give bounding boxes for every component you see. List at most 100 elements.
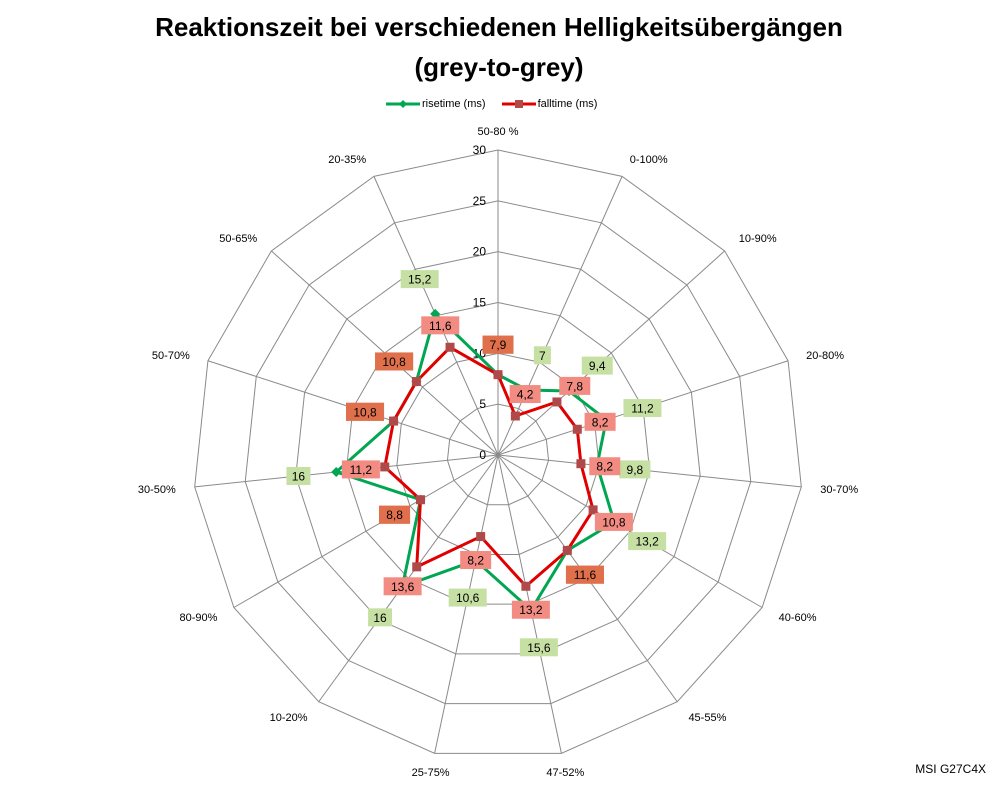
risetime-data-label-bg xyxy=(623,399,662,418)
grid-ring xyxy=(244,200,752,705)
grid-spoke xyxy=(497,250,725,456)
category-label: 30-50% xyxy=(138,484,176,496)
legend-swatch-falltime xyxy=(501,100,536,108)
chart-title-line2: (grey-to-grey) xyxy=(414,52,584,82)
category-label: 47-52% xyxy=(546,767,584,779)
falltime-data-label-bg xyxy=(375,352,414,371)
chart-legend: risetime (ms) falltime (ms) xyxy=(386,98,597,110)
risetime-data-label: 9,8 xyxy=(627,463,644,477)
legend-label-falltime: falltime (ms) xyxy=(537,98,598,110)
category-label: 50-80 % xyxy=(478,126,519,138)
falltime-marker xyxy=(552,397,562,407)
falltime-marker xyxy=(572,424,582,434)
falltime-data-label-bg xyxy=(421,316,460,335)
category-label: 20-80% xyxy=(806,350,844,362)
falltime-data-label: 11,2 xyxy=(350,463,373,477)
falltime-data-label-bg xyxy=(346,402,385,421)
risetime-data-label-bg xyxy=(368,608,393,627)
falltime-marker xyxy=(576,459,586,469)
radial-tick-label: 20 xyxy=(473,245,487,259)
grid-ring xyxy=(345,301,651,605)
falltime-data-label-bg xyxy=(460,551,492,570)
category-label: 50-70% xyxy=(152,350,190,362)
falltime-marker xyxy=(588,505,598,515)
category-label: 40-60% xyxy=(779,612,817,624)
risetime-data-label-bg xyxy=(448,588,487,607)
falltime-data-label-bg xyxy=(482,335,514,354)
falltime-marker xyxy=(412,562,422,572)
risetime-data-label: 15,6 xyxy=(527,641,551,655)
falltime-data-label-bg xyxy=(509,385,541,404)
category-label: 50-65% xyxy=(219,233,257,245)
risetime-data-label: 13,2 xyxy=(635,535,659,549)
model-watermark: MSI G27C4X xyxy=(915,762,986,776)
chart-title-line1: Reaktionszeit bei verschiedenen Helligke… xyxy=(155,12,843,42)
risetime-data-label: 16 xyxy=(373,611,387,625)
falltime-data-label: 10,8 xyxy=(602,515,626,529)
grid-ring xyxy=(295,251,701,655)
falltime-data-label: 7,8 xyxy=(566,379,583,393)
risetime-data-label: 10,6 xyxy=(456,591,480,605)
falltime-marker xyxy=(445,342,455,352)
category-label: 80-90% xyxy=(179,612,217,624)
category-label: 20-35% xyxy=(328,154,366,166)
falltime-data-label: 7,9 xyxy=(490,338,507,352)
risetime-data-label-bg xyxy=(628,532,667,551)
category-label: 45-55% xyxy=(688,712,726,724)
falltime-marker xyxy=(380,462,390,472)
risetime-data-label-bg xyxy=(286,466,311,485)
radial-tick-label: 25 xyxy=(473,194,487,208)
falltime-line xyxy=(383,345,595,588)
radial-tick-label: 30 xyxy=(473,143,487,157)
radial-tick-label: 15 xyxy=(473,296,487,310)
risetime-data-label: 15,2 xyxy=(408,273,432,287)
category-label: 30-70% xyxy=(820,484,858,496)
falltime-data-label-bg xyxy=(379,505,411,524)
falltime-data-label-bg xyxy=(511,600,550,619)
falltime-marker xyxy=(389,416,399,426)
falltime-data-label: 8,8 xyxy=(386,508,403,522)
risetime-data-label-bg xyxy=(619,460,651,479)
falltime-data-label-bg xyxy=(589,457,621,476)
falltime-data-label-bg xyxy=(594,512,633,531)
grid-ring xyxy=(446,403,550,506)
category-label: 10-20% xyxy=(270,712,308,724)
falltime-marker xyxy=(416,495,426,505)
risetime-data-label-bg xyxy=(581,356,613,375)
grid-spoke xyxy=(497,176,623,456)
falltime-data-label-bg xyxy=(565,565,604,584)
risetime-data-label-bg xyxy=(533,346,551,365)
falltime-data-label: 13,6 xyxy=(391,580,415,594)
falltime-marker xyxy=(493,370,503,380)
risetime-marker xyxy=(430,308,441,319)
falltime-marker xyxy=(510,411,520,421)
falltime-marker xyxy=(562,545,572,555)
falltime-marker xyxy=(476,532,486,542)
falltime-data-label: 10,8 xyxy=(382,355,406,369)
risetime-data-label: 11,2 xyxy=(631,402,654,416)
falltime-data-label: 4,2 xyxy=(517,388,534,402)
risetime-data-label-bg xyxy=(400,270,439,289)
radial-tick-label: 5 xyxy=(479,397,486,411)
category-label: 10-90% xyxy=(739,233,777,245)
falltime-data-label: 13,2 xyxy=(519,603,543,617)
legend-item-risetime: risetime (ms) xyxy=(386,98,486,110)
falltime-data-label-bg xyxy=(584,412,616,431)
falltime-data-label-bg xyxy=(383,577,422,596)
falltime-data-label-bg xyxy=(559,376,591,395)
category-label: 25-75% xyxy=(412,767,450,779)
falltime-data-label: 8,2 xyxy=(592,415,609,429)
grid-spoke xyxy=(497,454,763,608)
risetime-marker xyxy=(331,467,342,478)
risetime-data-label: 16 xyxy=(292,469,306,483)
legend-swatch-risetime xyxy=(386,100,420,108)
falltime-data-label: 8,2 xyxy=(467,554,484,568)
legend-item-falltime: falltime (ms) xyxy=(501,98,598,110)
legend-label-risetime: risetime (ms) xyxy=(422,98,486,110)
falltime-data-label-bg xyxy=(341,460,380,479)
category-label: 0-100% xyxy=(630,154,668,166)
falltime-marker xyxy=(411,377,421,387)
radial-tick-label: 0 xyxy=(479,448,486,462)
grid-ring xyxy=(194,149,802,754)
